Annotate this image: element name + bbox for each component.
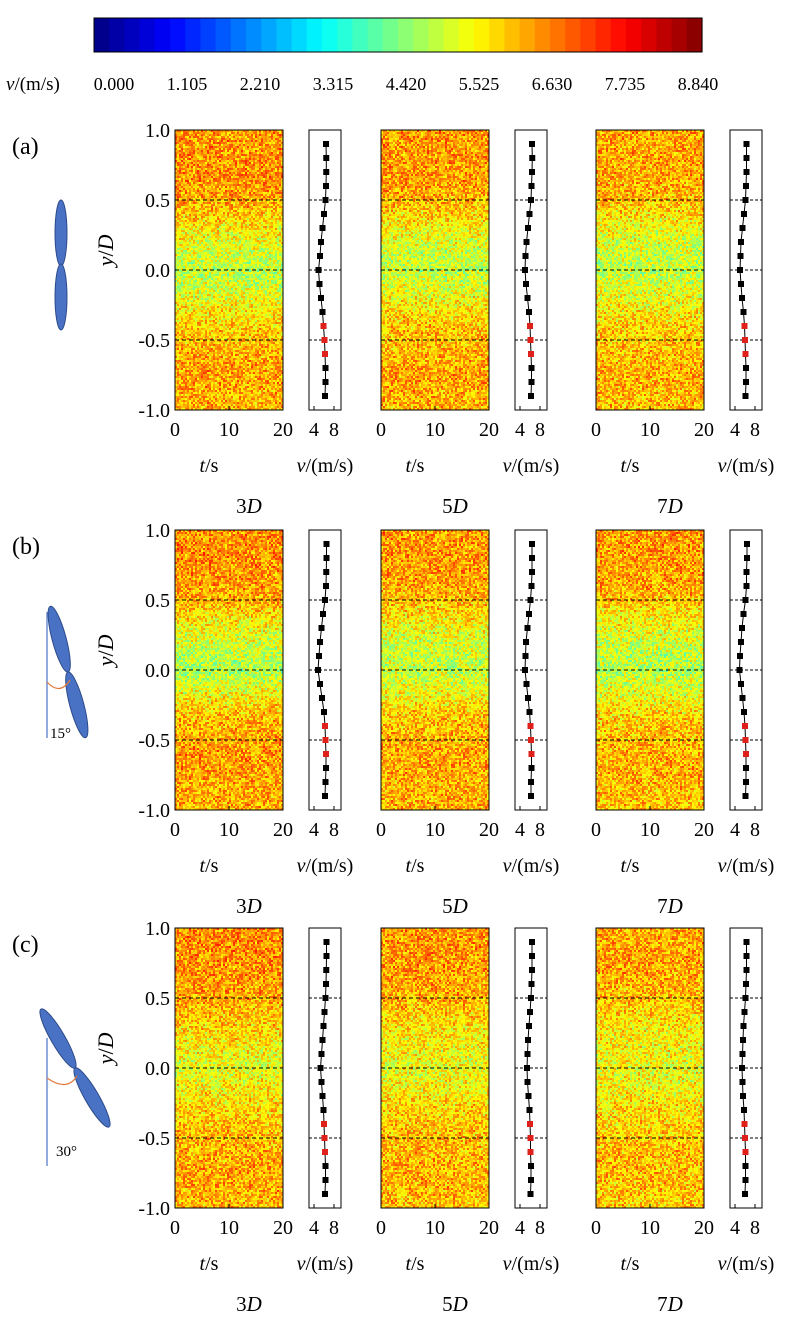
colorbar-segment (611, 18, 627, 52)
colorbar-segment (656, 18, 672, 52)
colorbar-label: v/(m/s) (6, 74, 60, 95)
colorbar-segment (292, 18, 308, 52)
colorbar-tick-label: 4.420 (386, 74, 427, 94)
panel: 0 10 20 4 8t/s v/(m/s)3D (170, 130, 353, 518)
y-tick-label: 0.5 (145, 190, 170, 212)
colorbar-segment (550, 18, 566, 52)
colorbar-segment (246, 18, 262, 52)
colorbar-segment (504, 18, 520, 52)
colorbar-segment (140, 18, 156, 52)
colorbar-tick-label: 8.840 (678, 74, 719, 94)
colorbar-segment (231, 18, 247, 52)
colorbar-segment (489, 18, 505, 52)
colorbar-tick-label: 7.735 (605, 74, 646, 94)
y-tick-label: -1.0 (138, 400, 170, 422)
row-label: (a) (12, 134, 39, 160)
colorbar-segment (474, 18, 490, 52)
colorbar-segment (337, 18, 353, 52)
colorbar: v/(m/s) 0.000 1.105 2.210 3.315 4.420 5.525 6.6… (6, 18, 718, 95)
colorbar-segment (383, 18, 399, 52)
colorbar-tick-label: 3.315 (313, 74, 354, 94)
colorbar-segment (520, 18, 536, 52)
y-axis-label: y/D (93, 234, 118, 268)
figure-row: (a) y/D 1.0 0.5 0.0 -0.5 -1.00 10 20 4 8t/s v/(m/s)… (12, 120, 774, 518)
colorbar-segment (368, 18, 384, 52)
colorbar-segment (322, 18, 338, 52)
turbine-blade-icon (55, 264, 67, 330)
colorbar-segment (626, 18, 642, 52)
colorbar-segment (596, 18, 612, 52)
colorbar-segment (170, 18, 186, 52)
colorbar-segment (307, 18, 323, 52)
colorbar-segment (428, 18, 444, 52)
turbine-blade-icon (55, 200, 67, 266)
colorbar-segment (276, 18, 292, 52)
colorbar-segment (687, 18, 703, 52)
figure-rows: (a) y/D 1.0 0.5 0.0 -0.5 -1.00 10 20 4 8t/s v/(m/s)… (12, 120, 774, 1316)
colorbar-segment (155, 18, 171, 52)
colorbar-tick-label: 1.105 (167, 74, 208, 94)
colorbar-segment (109, 18, 125, 52)
colorbar-segment (200, 18, 216, 52)
colorbar-tick-label: 5.525 (459, 74, 500, 94)
colorbar-segment (459, 18, 475, 52)
y-tick-label: -0.5 (138, 330, 170, 352)
colorbar-segment (444, 18, 460, 52)
colorbar-tick-label: 2.210 (240, 74, 281, 94)
colorbar-segment (94, 18, 110, 52)
colorbar-segment (565, 18, 581, 52)
colorbar-segment (216, 18, 232, 52)
colorbar-segment (398, 18, 414, 52)
colorbar-segment (672, 18, 688, 52)
colorbar-segment (641, 18, 657, 52)
colorbar-tick-label: 6.630 (532, 74, 573, 94)
y-tick-label: 1.0 (145, 120, 170, 142)
colorbar-segment (261, 18, 277, 52)
colorbar-segment (580, 18, 596, 52)
colorbar-segment (352, 18, 368, 52)
colorbar-segment (185, 18, 201, 52)
colorbar-segment (413, 18, 429, 52)
colorbar-segment (124, 18, 140, 52)
colorbar-segment (535, 18, 551, 52)
y-tick-label: 0.0 (145, 260, 170, 282)
colorbar-tick-label: 0.000 (94, 74, 135, 94)
